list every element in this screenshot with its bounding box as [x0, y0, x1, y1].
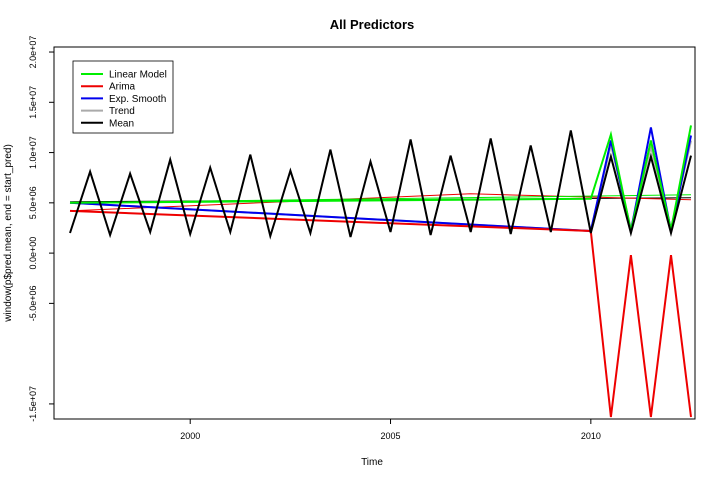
chart-title: All Predictors — [330, 17, 415, 32]
y-axis-label: window(p$pred.mean, end = start_pred) — [3, 144, 14, 323]
legend-label-trend: Trend — [109, 106, 135, 117]
y-tick-label: 5.0e+06 — [28, 186, 38, 219]
y-tick-label: 1.0e+07 — [28, 136, 38, 169]
y-axis: -1.5e+07 -5.0e+06 0.0e+00 5.0e+06 1.0e+07 1.5… — [28, 36, 54, 422]
series-line-arima — [69, 209, 692, 418]
y-tick-label: 2.0e+07 — [28, 36, 38, 69]
y-tick-label: -1.5e+07 — [28, 386, 38, 422]
x-tick-label: 2000 — [180, 431, 200, 441]
series-line-mean — [69, 130, 692, 240]
legend-label-mean: Mean — [109, 118, 134, 129]
legend-label-linear-model: Linear Model — [109, 70, 167, 81]
series-layer — [69, 125, 692, 418]
reference-line-1 — [69, 193, 692, 212]
y-tick-label: 0.0e+00 — [28, 237, 38, 270]
x-tick-label: 2005 — [381, 431, 401, 441]
legend-label-arima: Arima — [109, 82, 136, 93]
plot-area-frame — [53, 46, 696, 420]
y-tick-label: -5.0e+06 — [28, 286, 38, 322]
x-tick-label: 2010 — [581, 431, 601, 441]
x-axis: 2000 2005 2010 — [180, 419, 601, 441]
legend-label-exp-smooth: Exp. Smooth — [109, 94, 166, 105]
y-tick-label: 1.5e+07 — [28, 86, 38, 119]
x-axis-label: Time — [361, 457, 383, 468]
